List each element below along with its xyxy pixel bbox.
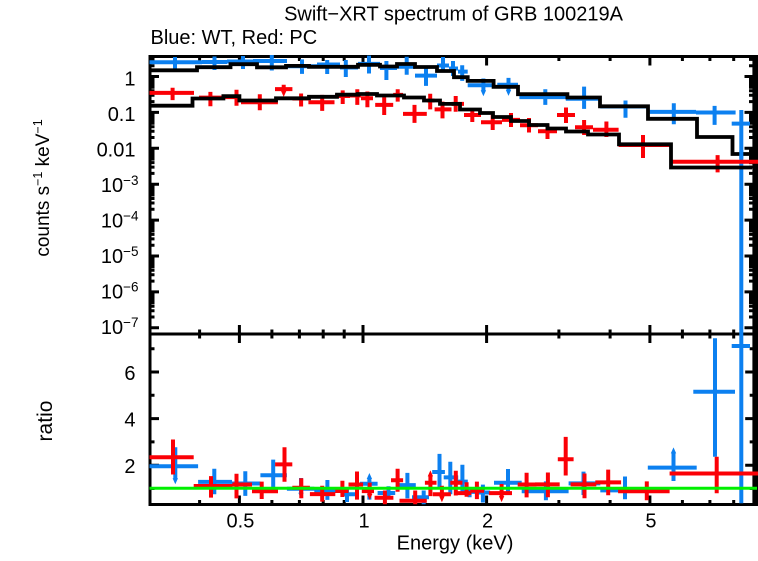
svg-text:Swift−XRT spectrum of GRB 1002: Swift−XRT spectrum of GRB 100219A — [284, 4, 624, 26]
svg-text:ratio: ratio — [34, 401, 57, 442]
svg-text:Blue: WT, Red: PC: Blue: WT, Red: PC — [151, 27, 318, 49]
svg-text:0.1: 0.1 — [108, 104, 136, 126]
svg-text:6: 6 — [124, 363, 135, 385]
svg-text:10−6: 10−6 — [101, 279, 139, 304]
svg-text:counts s−1 keV−1: counts s−1 keV−1 — [31, 119, 54, 256]
svg-text:2: 2 — [482, 510, 493, 532]
svg-text:0.01: 0.01 — [97, 139, 136, 161]
svg-text:0.5: 0.5 — [227, 510, 255, 532]
svg-text:5: 5 — [645, 510, 656, 532]
svg-text:2: 2 — [124, 456, 135, 478]
svg-text:Energy (keV): Energy (keV) — [397, 533, 514, 555]
svg-text:4: 4 — [124, 410, 135, 432]
svg-text:1: 1 — [358, 510, 369, 532]
svg-text:1: 1 — [124, 68, 135, 90]
